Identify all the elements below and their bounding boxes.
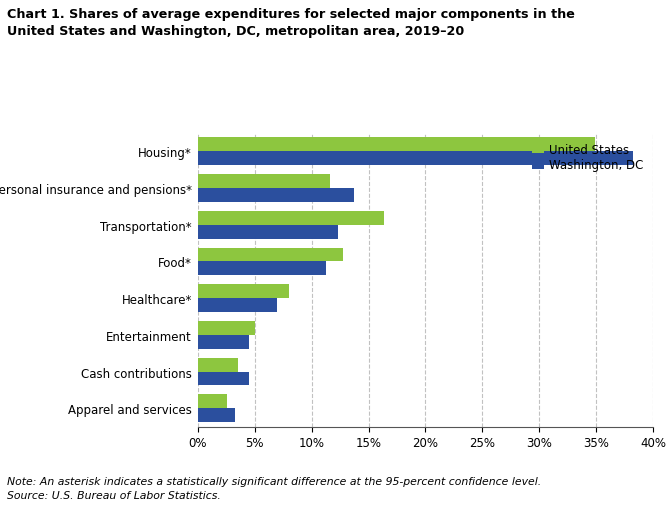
Bar <box>198 335 249 349</box>
Bar <box>198 175 330 189</box>
Bar <box>198 394 227 409</box>
Bar <box>198 321 255 335</box>
Bar <box>198 248 344 262</box>
Bar <box>198 212 385 225</box>
Text: Note: An asterisk indicates a statistically significant difference at the 95-per: Note: An asterisk indicates a statistica… <box>7 476 541 500</box>
Legend: United States, Washington, DC: United States, Washington, DC <box>528 140 647 176</box>
Bar <box>198 189 354 203</box>
Bar <box>198 152 632 166</box>
Bar <box>198 298 277 313</box>
Bar <box>198 138 595 152</box>
Bar <box>198 225 338 239</box>
Bar <box>198 409 235 422</box>
Bar <box>198 285 289 298</box>
Bar <box>198 358 237 372</box>
Bar <box>198 372 249 386</box>
Text: Chart 1. Shares of average expenditures for selected major components in the
Uni: Chart 1. Shares of average expenditures … <box>7 8 575 37</box>
Bar <box>198 262 326 276</box>
